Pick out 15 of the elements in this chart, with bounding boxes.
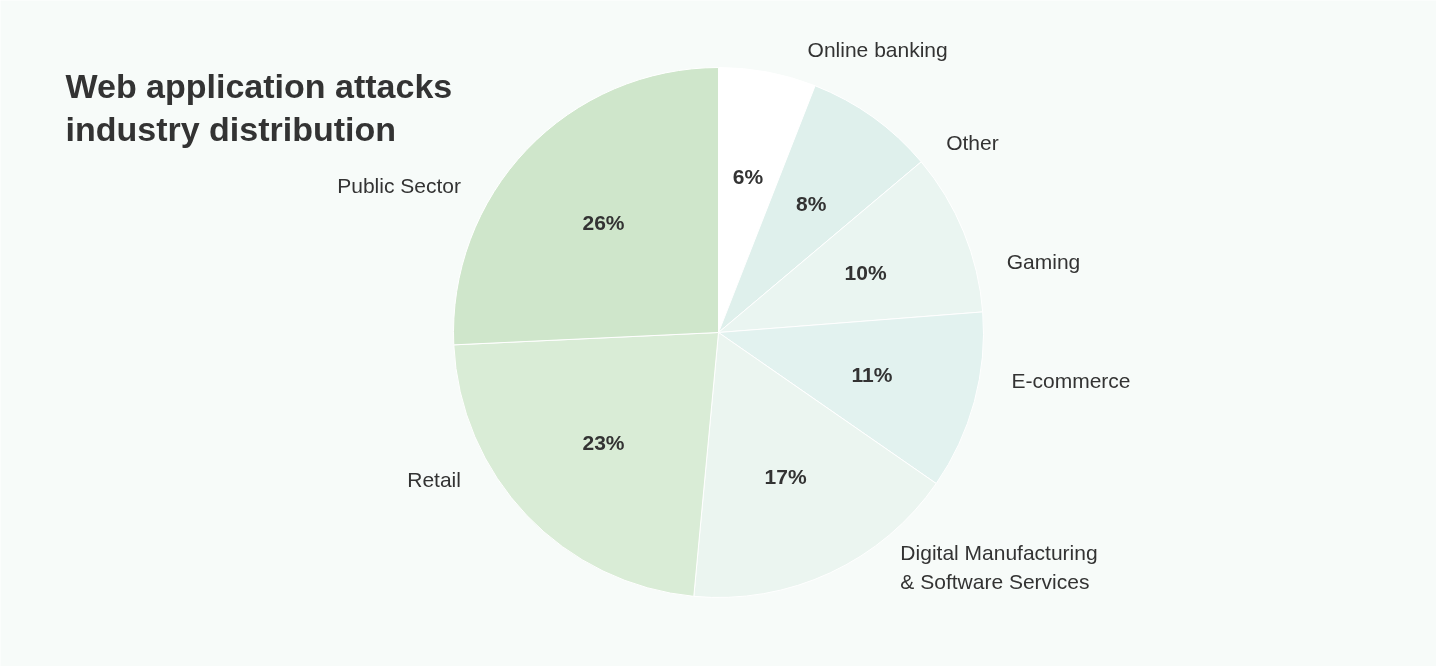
data-label: 17%	[764, 465, 807, 489]
slice-label: Public Sector	[337, 173, 461, 197]
data-label: 26%	[582, 211, 625, 235]
data-label: 23%	[582, 430, 625, 454]
data-label: 10%	[844, 260, 887, 284]
slice-label: Gaming	[1006, 250, 1081, 274]
slice-label: Retail	[407, 468, 461, 492]
data-label: 8%	[795, 191, 827, 215]
slice-label: E-commerce	[1011, 368, 1131, 392]
data-label: 11%	[851, 362, 893, 386]
slice-label: Online banking	[807, 37, 948, 61]
slice-label: Digital Manufacturing & Software Services	[900, 541, 1098, 593]
text: Web application attacks industry distribution	[65, 66, 453, 149]
slice-label: Other	[946, 130, 999, 154]
data-label: 6%	[732, 164, 764, 188]
